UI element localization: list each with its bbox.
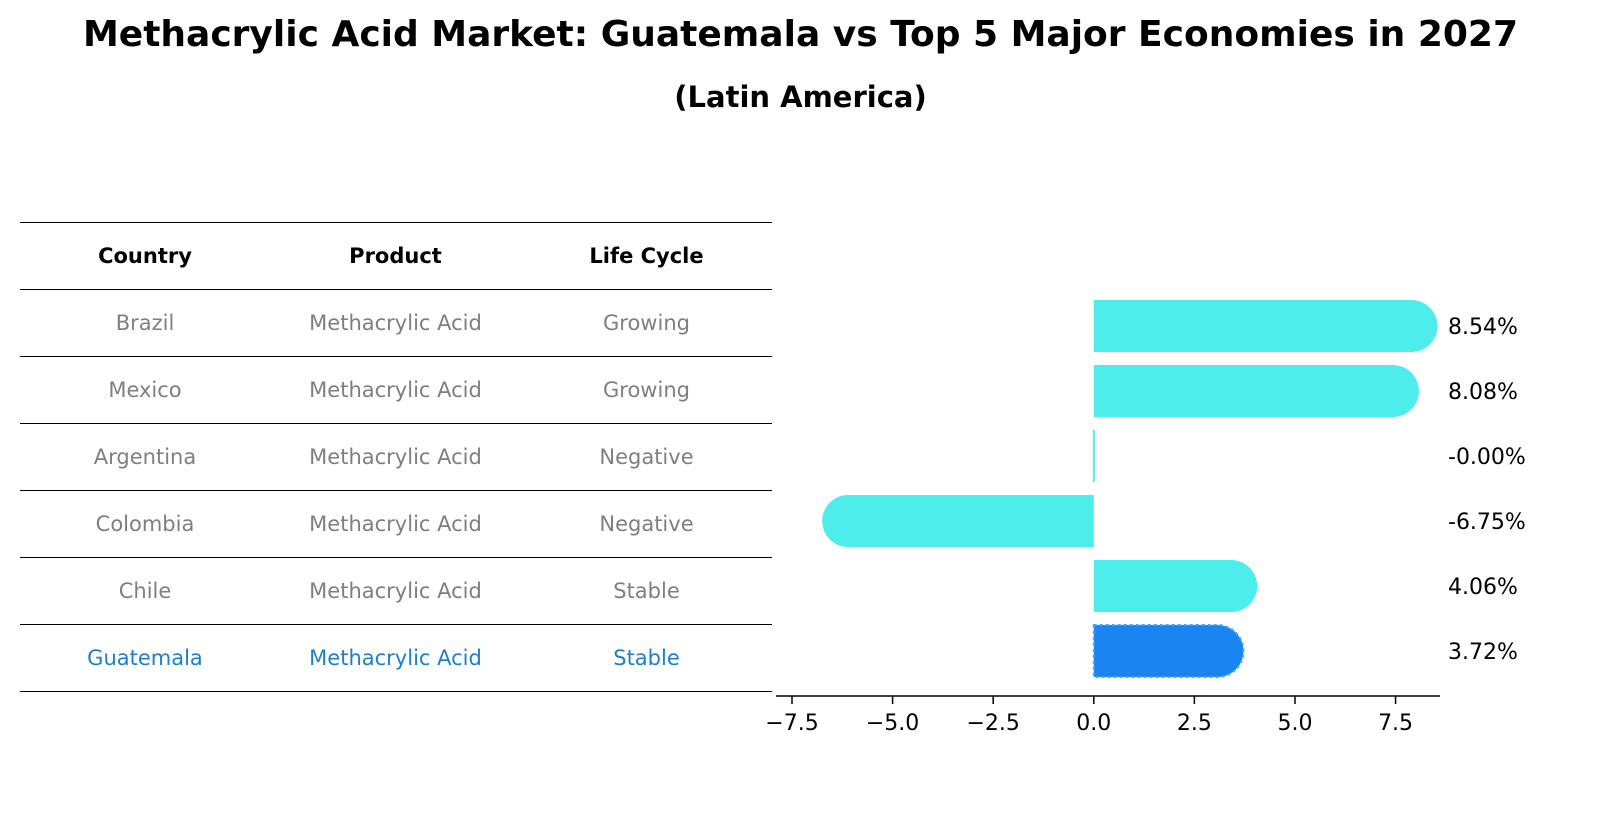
cell-product: Methacrylic Acid — [309, 646, 482, 670]
data-table: Country Product Life Cycle Brazil Methac… — [20, 222, 772, 692]
data-label-guatemala: 3.72% — [1448, 640, 1518, 665]
bar-guatemala — [1092, 624, 1245, 678]
cell-country: Argentina — [93, 445, 197, 469]
data-label-argentina: -0.00% — [1448, 445, 1526, 470]
cell-product: Methacrylic Acid — [309, 311, 482, 335]
data-label-mexico: 8.08% — [1448, 380, 1518, 405]
cell-life-cycle: Growing — [603, 311, 690, 335]
table-row: Chile Methacrylic Acid Stable — [20, 558, 772, 625]
bar-brazil — [1093, 300, 1438, 352]
x-tick-label: 0.0 — [1076, 711, 1111, 736]
cell-country: Guatemala — [87, 646, 203, 670]
x-tick-label: 5.0 — [1277, 711, 1312, 736]
cell-country: Brazil — [115, 311, 175, 335]
table-row: Brazil Methacrylic Acid Growing — [20, 290, 772, 357]
table-row: Colombia Methacrylic Acid Negative — [20, 491, 772, 558]
bar-colombia — [822, 495, 1094, 547]
cell-country: Mexico — [108, 378, 182, 402]
x-tick-label: −5.0 — [866, 711, 919, 736]
cell-life-cycle: Negative — [599, 512, 694, 536]
chart-title: Methacrylic Acid Market: Guatemala vs To… — [82, 14, 1519, 55]
x-tick-label: −7.5 — [765, 711, 818, 736]
data-label-brazil: 8.54% — [1448, 315, 1518, 340]
x-tick-label: 7.5 — [1378, 711, 1413, 736]
cell-life-cycle: Negative — [599, 445, 694, 469]
table-header-row: Country Product Life Cycle — [20, 222, 772, 290]
header-life-cycle: Life Cycle — [589, 244, 704, 268]
bar-chart: 8.54% 8.08% -0.00% -6.75% 4.06% 3.72% −7.5 −5.0… — [765, 300, 1526, 736]
bar-chile — [1093, 560, 1258, 612]
cell-product: Methacrylic Acid — [309, 378, 482, 402]
cell-life-cycle: Stable — [613, 646, 680, 670]
cell-life-cycle: Stable — [613, 579, 680, 603]
header-country: Country — [98, 244, 192, 268]
cell-country: Chile — [118, 579, 172, 603]
data-label-chile: 4.06% — [1448, 575, 1518, 600]
bar-mexico — [1093, 365, 1419, 417]
x-tick-label: −2.5 — [966, 711, 1019, 736]
cell-product: Methacrylic Acid — [309, 512, 482, 536]
cell-product: Methacrylic Acid — [309, 579, 482, 603]
table-row: Argentina Methacrylic Acid Negative — [20, 424, 772, 491]
table-row-highlighted: Guatemala Methacrylic Acid Stable — [20, 625, 772, 692]
x-tick-label: 2.5 — [1177, 711, 1212, 736]
chart-subtitle: (Latin America) — [674, 80, 927, 114]
cell-country: Colombia — [95, 512, 195, 536]
header-product: Product — [349, 244, 442, 268]
cell-product: Methacrylic Acid — [309, 445, 482, 469]
data-label-colombia: -6.75% — [1448, 510, 1526, 535]
cell-life-cycle: Growing — [603, 378, 690, 402]
table-row: Mexico Methacrylic Acid Growing — [20, 357, 772, 424]
bar-argentina — [1092, 430, 1095, 482]
